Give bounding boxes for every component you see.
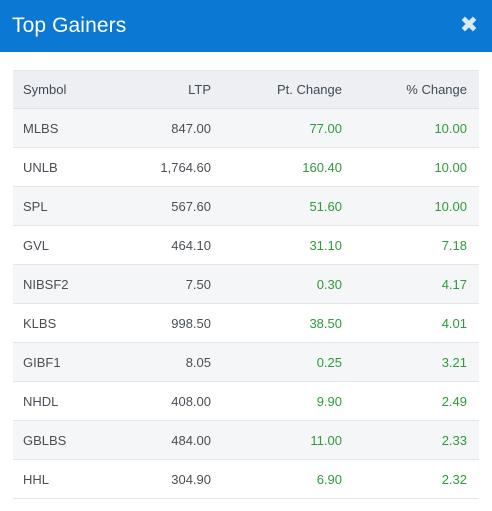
cell-pct-change: 10.00 xyxy=(344,147,479,187)
cell-ltp: 464.10 xyxy=(113,225,211,265)
cell-pct-change: 3.21 xyxy=(344,342,479,382)
cell-symbol[interactable]: GVL xyxy=(13,225,113,265)
cell-symbol[interactable]: HHL xyxy=(13,459,113,499)
cell-pct-change: 10.00 xyxy=(344,186,479,226)
table-row[interactable]: UNLB 1,764.60 160.40 10.00 xyxy=(13,147,479,187)
table-row[interactable]: HHL 304.90 6.90 2.32 xyxy=(13,459,479,499)
cell-pct-change: 7.18 xyxy=(344,225,479,265)
cell-ltp: 7.50 xyxy=(113,264,211,304)
cell-pt-change: 38.50 xyxy=(211,303,344,343)
table-header-row: Symbol LTP Pt. Change % Change xyxy=(13,70,479,109)
close-icon[interactable]: ✖ xyxy=(459,13,479,38)
gainers-table: Symbol LTP Pt. Change % Change MLBS 847.… xyxy=(13,70,479,499)
cell-pt-change: 160.40 xyxy=(211,147,344,187)
cell-pct-change: 2.33 xyxy=(344,420,479,460)
table-row[interactable]: GIBF1 8.05 0.25 3.21 xyxy=(13,342,479,382)
cell-pt-change: 9.90 xyxy=(211,381,344,421)
table-row[interactable]: KLBS 998.50 38.50 4.01 xyxy=(13,303,479,343)
cell-pct-change: 4.01 xyxy=(344,303,479,343)
cell-ltp: 408.00 xyxy=(113,381,211,421)
table-row[interactable]: NIBSF2 7.50 0.30 4.17 xyxy=(13,264,479,304)
cell-ltp: 484.00 xyxy=(113,420,211,460)
cell-ltp: 1,764.60 xyxy=(113,147,211,187)
column-header-pt-change[interactable]: Pt. Change xyxy=(211,70,344,109)
table-row[interactable]: GBLBS 484.00 11.00 2.33 xyxy=(13,420,479,460)
table-row[interactable]: SPL 567.60 51.60 10.00 xyxy=(13,186,479,226)
table-row[interactable]: MLBS 847.00 77.00 10.00 xyxy=(13,108,479,148)
cell-ltp: 8.05 xyxy=(113,342,211,382)
cell-symbol[interactable]: GBLBS xyxy=(13,420,113,460)
cell-pt-change: 31.10 xyxy=(211,225,344,265)
table-row[interactable]: GVL 464.10 31.10 7.18 xyxy=(13,225,479,265)
column-header-ltp[interactable]: LTP xyxy=(113,70,211,109)
cell-pt-change: 6.90 xyxy=(211,459,344,499)
cell-pt-change: 77.00 xyxy=(211,108,344,148)
cell-symbol[interactable]: UNLB xyxy=(13,147,113,187)
cell-symbol[interactable]: GIBF1 xyxy=(13,342,113,382)
cell-pt-change: 0.25 xyxy=(211,342,344,382)
cell-pt-change: 11.00 xyxy=(211,420,344,460)
column-header-pct-change[interactable]: % Change xyxy=(344,70,479,109)
table-row[interactable]: NHDL 408.00 9.90 2.49 xyxy=(13,381,479,421)
cell-symbol[interactable]: KLBS xyxy=(13,303,113,343)
cell-symbol[interactable]: MLBS xyxy=(13,108,113,148)
column-header-symbol[interactable]: Symbol xyxy=(13,70,113,109)
cell-pt-change: 0.30 xyxy=(211,264,344,304)
cell-pct-change: 4.17 xyxy=(344,264,479,304)
modal-title: Top Gainers xyxy=(12,14,127,37)
cell-pt-change: 51.60 xyxy=(211,186,344,226)
cell-symbol[interactable]: NHDL xyxy=(13,381,113,421)
cell-pct-change: 2.49 xyxy=(344,381,479,421)
cell-ltp: 304.90 xyxy=(113,459,211,499)
cell-ltp: 567.60 xyxy=(113,186,211,226)
cell-ltp: 998.50 xyxy=(113,303,211,343)
cell-symbol[interactable]: SPL xyxy=(13,186,113,226)
cell-pct-change: 2.32 xyxy=(344,459,479,499)
gainers-table-container: Symbol LTP Pt. Change % Change MLBS 847.… xyxy=(13,70,479,499)
modal-header: Top Gainers ✖ xyxy=(0,0,492,52)
cell-ltp: 847.00 xyxy=(113,108,211,148)
cell-pct-change: 10.00 xyxy=(344,108,479,148)
cell-symbol[interactable]: NIBSF2 xyxy=(13,264,113,304)
